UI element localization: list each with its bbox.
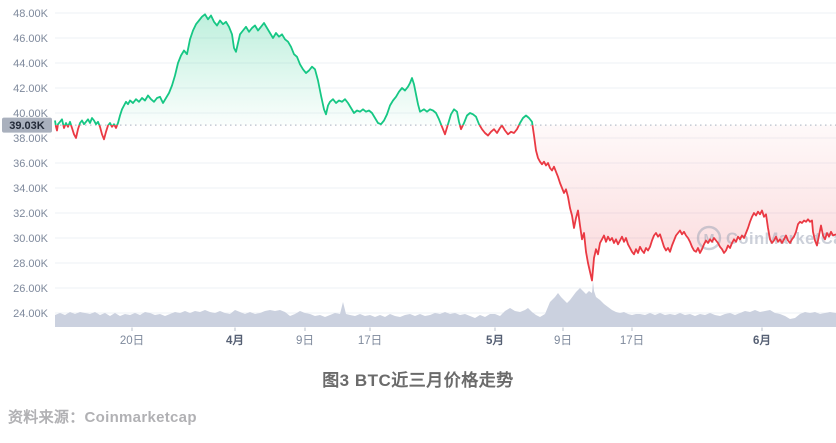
x-axis-tick-label: 9日 bbox=[554, 335, 572, 347]
coinmarketcap-logo-icon bbox=[696, 225, 722, 251]
price-area-below-baseline bbox=[55, 125, 836, 281]
x-axis-tick-label: 17日 bbox=[358, 335, 382, 347]
x-axis-tick-label: 17日 bbox=[620, 335, 644, 347]
y-axis-tick-label: 46.00K bbox=[13, 33, 49, 45]
price-line-up bbox=[54, 13, 534, 126]
y-axis-tick-label: 40.00K bbox=[13, 108, 49, 120]
volume-area bbox=[55, 281, 836, 327]
x-axis-tick-label: 4月 bbox=[226, 334, 244, 347]
y-axis-tick-label: 44.00K bbox=[13, 58, 49, 70]
y-axis-tick-label: 24.00K bbox=[13, 308, 49, 320]
x-axis-tick-label: 20日 bbox=[120, 335, 144, 347]
watermark-logo-letter: M bbox=[704, 231, 715, 246]
y-axis-tick-label: 36.00K bbox=[13, 158, 49, 170]
y-axis-tick-label: 48.00K bbox=[13, 8, 49, 20]
price-badge-label: 39.03K bbox=[9, 120, 45, 132]
y-axis-tick-label: 26.00K bbox=[13, 283, 49, 295]
btc-price-chart: 48.00K 46.00K 44.00K 42.00K 40.00K 38.00K 36.0… bbox=[2, 8, 836, 347]
chart-area: 48.00K 46.00K 44.00K 42.00K 40.00K 38.00K 36.0… bbox=[2, 8, 836, 347]
y-axis-tick-label: 28.00K bbox=[13, 258, 49, 270]
coinmarketcap-watermark: M CoinMarketCap bbox=[696, 225, 836, 251]
watermark-text: CoinMarketCap bbox=[726, 230, 836, 248]
y-axis-tick-label: 34.00K bbox=[13, 183, 49, 195]
x-axis-tick-label: 9日 bbox=[296, 335, 314, 347]
figure-caption: 图3 BTC近三月价格走势 bbox=[322, 371, 514, 390]
x-axis-tick-label: 5月 bbox=[486, 334, 504, 347]
figure-source: 资料来源：Coinmarketcap bbox=[8, 406, 836, 427]
y-axis-tick-label: 32.00K bbox=[13, 208, 49, 220]
price-area-above-baseline bbox=[55, 14, 836, 126]
source-label: 资料来源： bbox=[8, 409, 85, 426]
y-axis-tick-label: 42.00K bbox=[13, 83, 49, 95]
y-axis-tick-label: 30.00K bbox=[13, 233, 49, 245]
x-axis-tick-label: 6月 bbox=[753, 334, 771, 347]
source-name: Coinmarketcap bbox=[84, 409, 197, 426]
price-line-down bbox=[54, 125, 836, 282]
price-badge-background bbox=[2, 117, 52, 133]
y-axis-tick-label: 38.00K bbox=[13, 133, 49, 145]
current-price-badge: 39.03K bbox=[2, 117, 52, 133]
